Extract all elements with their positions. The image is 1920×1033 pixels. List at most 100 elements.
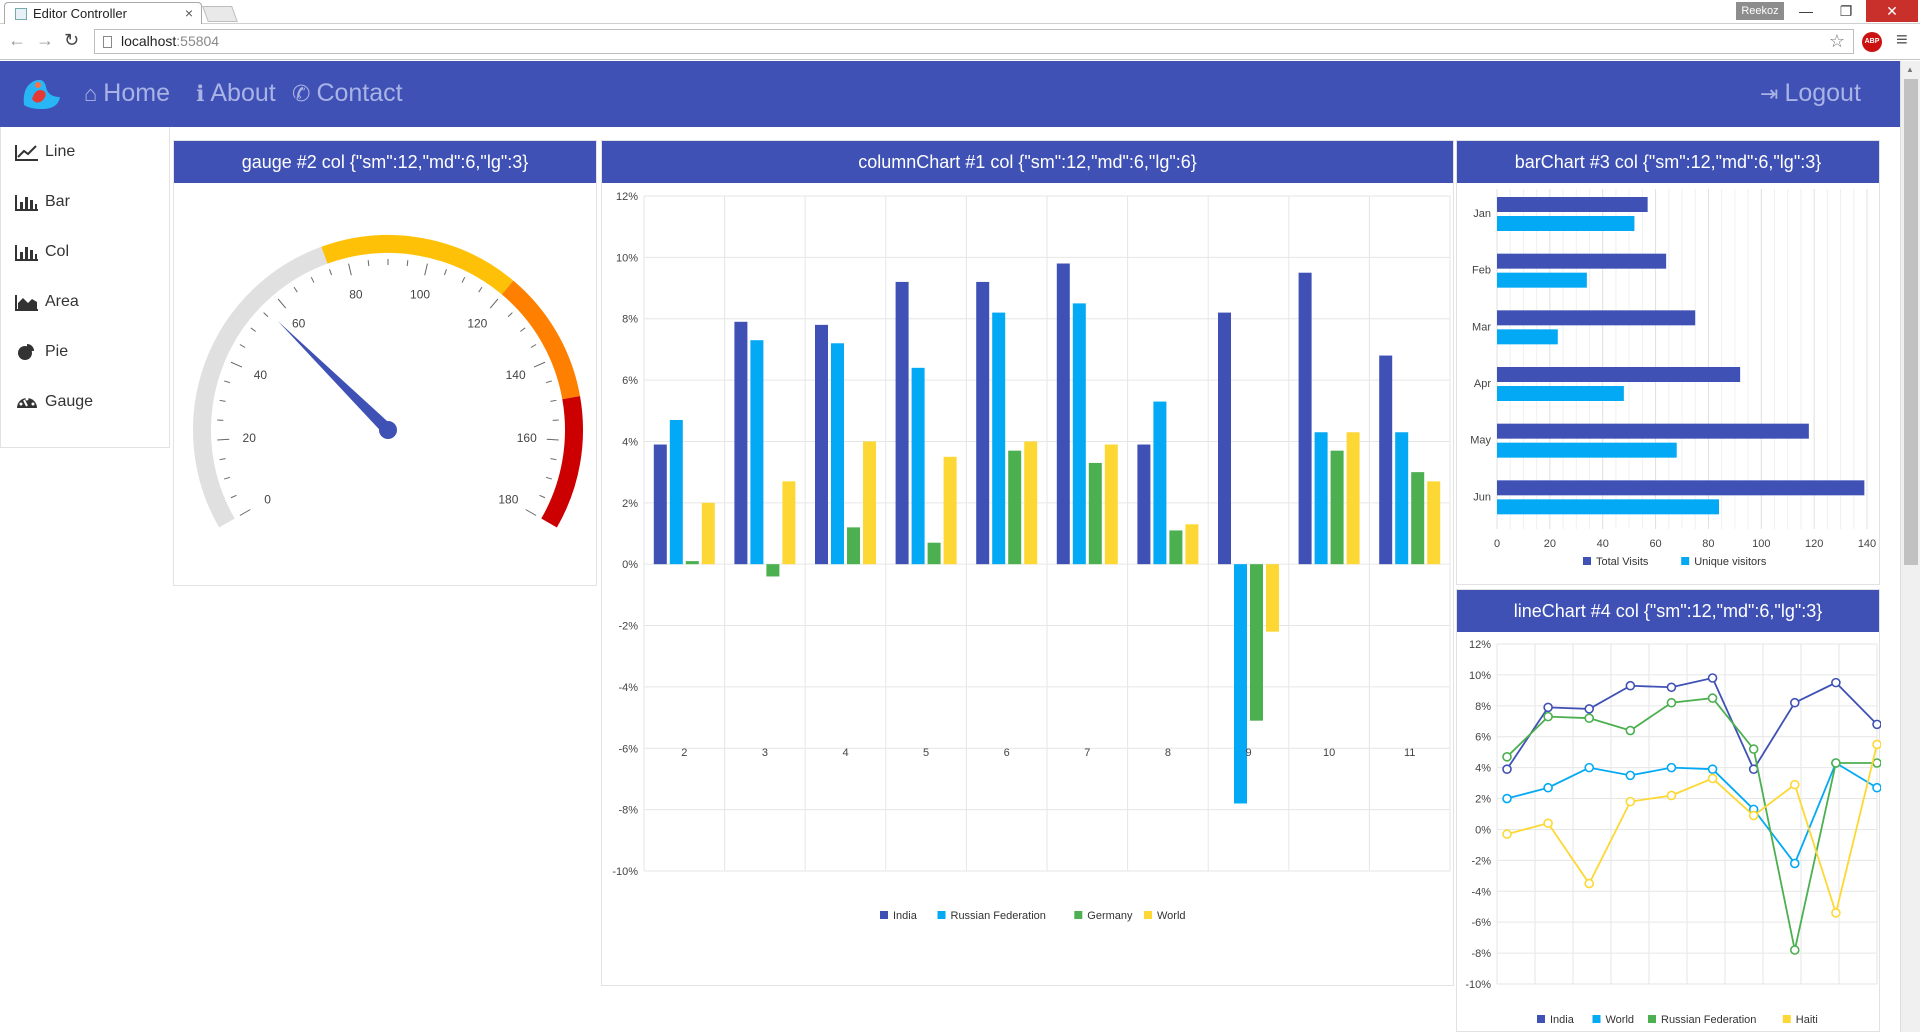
line-point <box>1750 812 1758 820</box>
new-tab-button[interactable] <box>202 6 238 22</box>
bar-legend-label: Total Visits <box>1596 556 1649 568</box>
app-logo[interactable] <box>18 73 64 113</box>
line-point <box>1626 682 1634 690</box>
phone-icon: ✆ <box>292 81 310 106</box>
window-close-button[interactable]: ✕ <box>1866 0 1918 22</box>
nav-logout-link[interactable]: ⇥Logout <box>1760 79 1861 108</box>
sidebar-item-line[interactable]: Line <box>1 127 169 177</box>
gauge-tick-label: 160 <box>517 431 537 445</box>
line-point <box>1832 759 1840 767</box>
logout-icon: ⇥ <box>1760 81 1778 106</box>
line-legend-swatch <box>1783 1015 1791 1023</box>
gauge-major-tick <box>349 264 352 276</box>
line-y-tick-label: -6% <box>1471 917 1491 929</box>
browser-tab[interactable]: Editor Controller × <box>4 2 202 24</box>
sidebar-item-bar[interactable]: Bar <box>1 177 169 227</box>
line-point <box>1791 946 1799 954</box>
col-legend-swatch <box>938 911 946 919</box>
sidebar-item-label: Bar <box>45 193 70 211</box>
col-bar <box>1185 524 1198 564</box>
bar-rect <box>1497 424 1809 439</box>
line-point <box>1626 727 1634 735</box>
gauge-minor-tick <box>508 313 512 317</box>
bookmark-star-icon[interactable]: ☆ <box>1829 31 1845 52</box>
gauge-needle-hub <box>379 421 397 439</box>
nav-contact-link[interactable]: ✆Contact <box>292 79 403 108</box>
forward-icon[interactable]: → <box>36 30 54 51</box>
bar-x-tick-label: 100 <box>1752 538 1770 550</box>
line-point <box>1585 880 1593 888</box>
gauge-major-tick <box>278 299 286 308</box>
page-favicon-icon <box>15 8 27 20</box>
line-y-tick-label: 8% <box>1475 701 1491 713</box>
line-point <box>1503 765 1511 773</box>
sidebar-item-area[interactable]: Area <box>1 277 169 327</box>
gauge-minor-tick <box>546 381 552 383</box>
sidebar-item-pie[interactable]: Pie <box>1 327 169 377</box>
bar-rect <box>1497 197 1648 212</box>
col-x-tick-label: 2 <box>681 747 687 759</box>
user-badge[interactable]: Reekoz <box>1736 2 1784 20</box>
gauge-minor-tick <box>294 287 297 292</box>
line-series <box>1507 763 1877 863</box>
sidebar-item-label: Pie <box>45 343 68 361</box>
browser-menu-icon[interactable]: ≡ <box>1896 29 1908 52</box>
pie-chart-icon <box>15 343 39 361</box>
bar-rect <box>1497 329 1558 344</box>
col-bar <box>1057 264 1070 565</box>
col-bar <box>1008 451 1021 565</box>
gauge-major-tick <box>526 510 536 516</box>
col-bar <box>702 503 715 564</box>
col-bar <box>831 343 844 564</box>
col-x-tick-label: 10 <box>1323 747 1335 759</box>
browser-titlebar: Editor Controller × Reekoz — ❐ ✕ <box>0 0 1920 24</box>
col-bar <box>1331 451 1344 565</box>
line-y-tick-label: 4% <box>1475 763 1491 775</box>
bar-rect <box>1497 499 1719 514</box>
line-legend-label: Russian Federation <box>1661 1014 1756 1026</box>
line-y-tick-label: 10% <box>1469 670 1491 682</box>
line-point <box>1873 740 1881 748</box>
minimize-button[interactable]: — <box>1786 0 1826 22</box>
tab-close-icon[interactable]: × <box>185 5 193 21</box>
nav-home-label: Home <box>103 79 170 107</box>
bar-rect <box>1497 310 1695 325</box>
home-icon: ⌂ <box>84 81 97 106</box>
col-y-tick-label: -6% <box>618 743 638 755</box>
sidebar-item-col[interactable]: Col <box>1 227 169 277</box>
col-y-tick-label: 10% <box>616 252 638 264</box>
line-legend-swatch <box>1648 1015 1656 1023</box>
line-point <box>1544 819 1552 827</box>
adblock-icon[interactable]: ABP <box>1862 32 1882 52</box>
gauge-minor-tick <box>264 313 268 317</box>
column-chart-icon <box>15 243 39 261</box>
col-bar <box>912 368 925 564</box>
bar-chart-title: barChart #3 col {"sm":12,"md":6,"lg":3} <box>1457 141 1879 183</box>
sidebar-item-gauge[interactable]: Gauge <box>1 377 169 427</box>
url-host: localhost <box>121 33 176 49</box>
gauge-tick-label: 140 <box>506 368 526 382</box>
col-bar <box>686 561 699 564</box>
address-bar[interactable]: localhost:55804 ☆ <box>94 29 1854 54</box>
line-point <box>1667 791 1675 799</box>
col-bar <box>766 564 779 576</box>
bar-legend-swatch <box>1583 557 1591 565</box>
line-legend-label: India <box>1550 1014 1575 1026</box>
maximize-button[interactable]: ❐ <box>1826 0 1866 22</box>
back-icon[interactable]: ← <box>8 30 26 51</box>
gauge-minor-tick <box>224 381 230 383</box>
line-point <box>1626 771 1634 779</box>
line-point <box>1832 909 1840 917</box>
scroll-up-icon[interactable]: ▲ <box>1906 65 1914 74</box>
nav-home-link[interactable]: ⌂Home <box>84 79 170 108</box>
col-bar <box>1137 445 1150 565</box>
col-x-tick-label: 8 <box>1165 747 1171 759</box>
reload-icon[interactable]: ↻ <box>64 30 79 51</box>
gauge-major-tick <box>217 439 229 440</box>
scrollbar-thumb[interactable] <box>1904 79 1918 565</box>
page-scrollbar[interactable]: ▲ <box>1900 61 1920 1032</box>
col-legend-label: Germany <box>1087 910 1133 922</box>
